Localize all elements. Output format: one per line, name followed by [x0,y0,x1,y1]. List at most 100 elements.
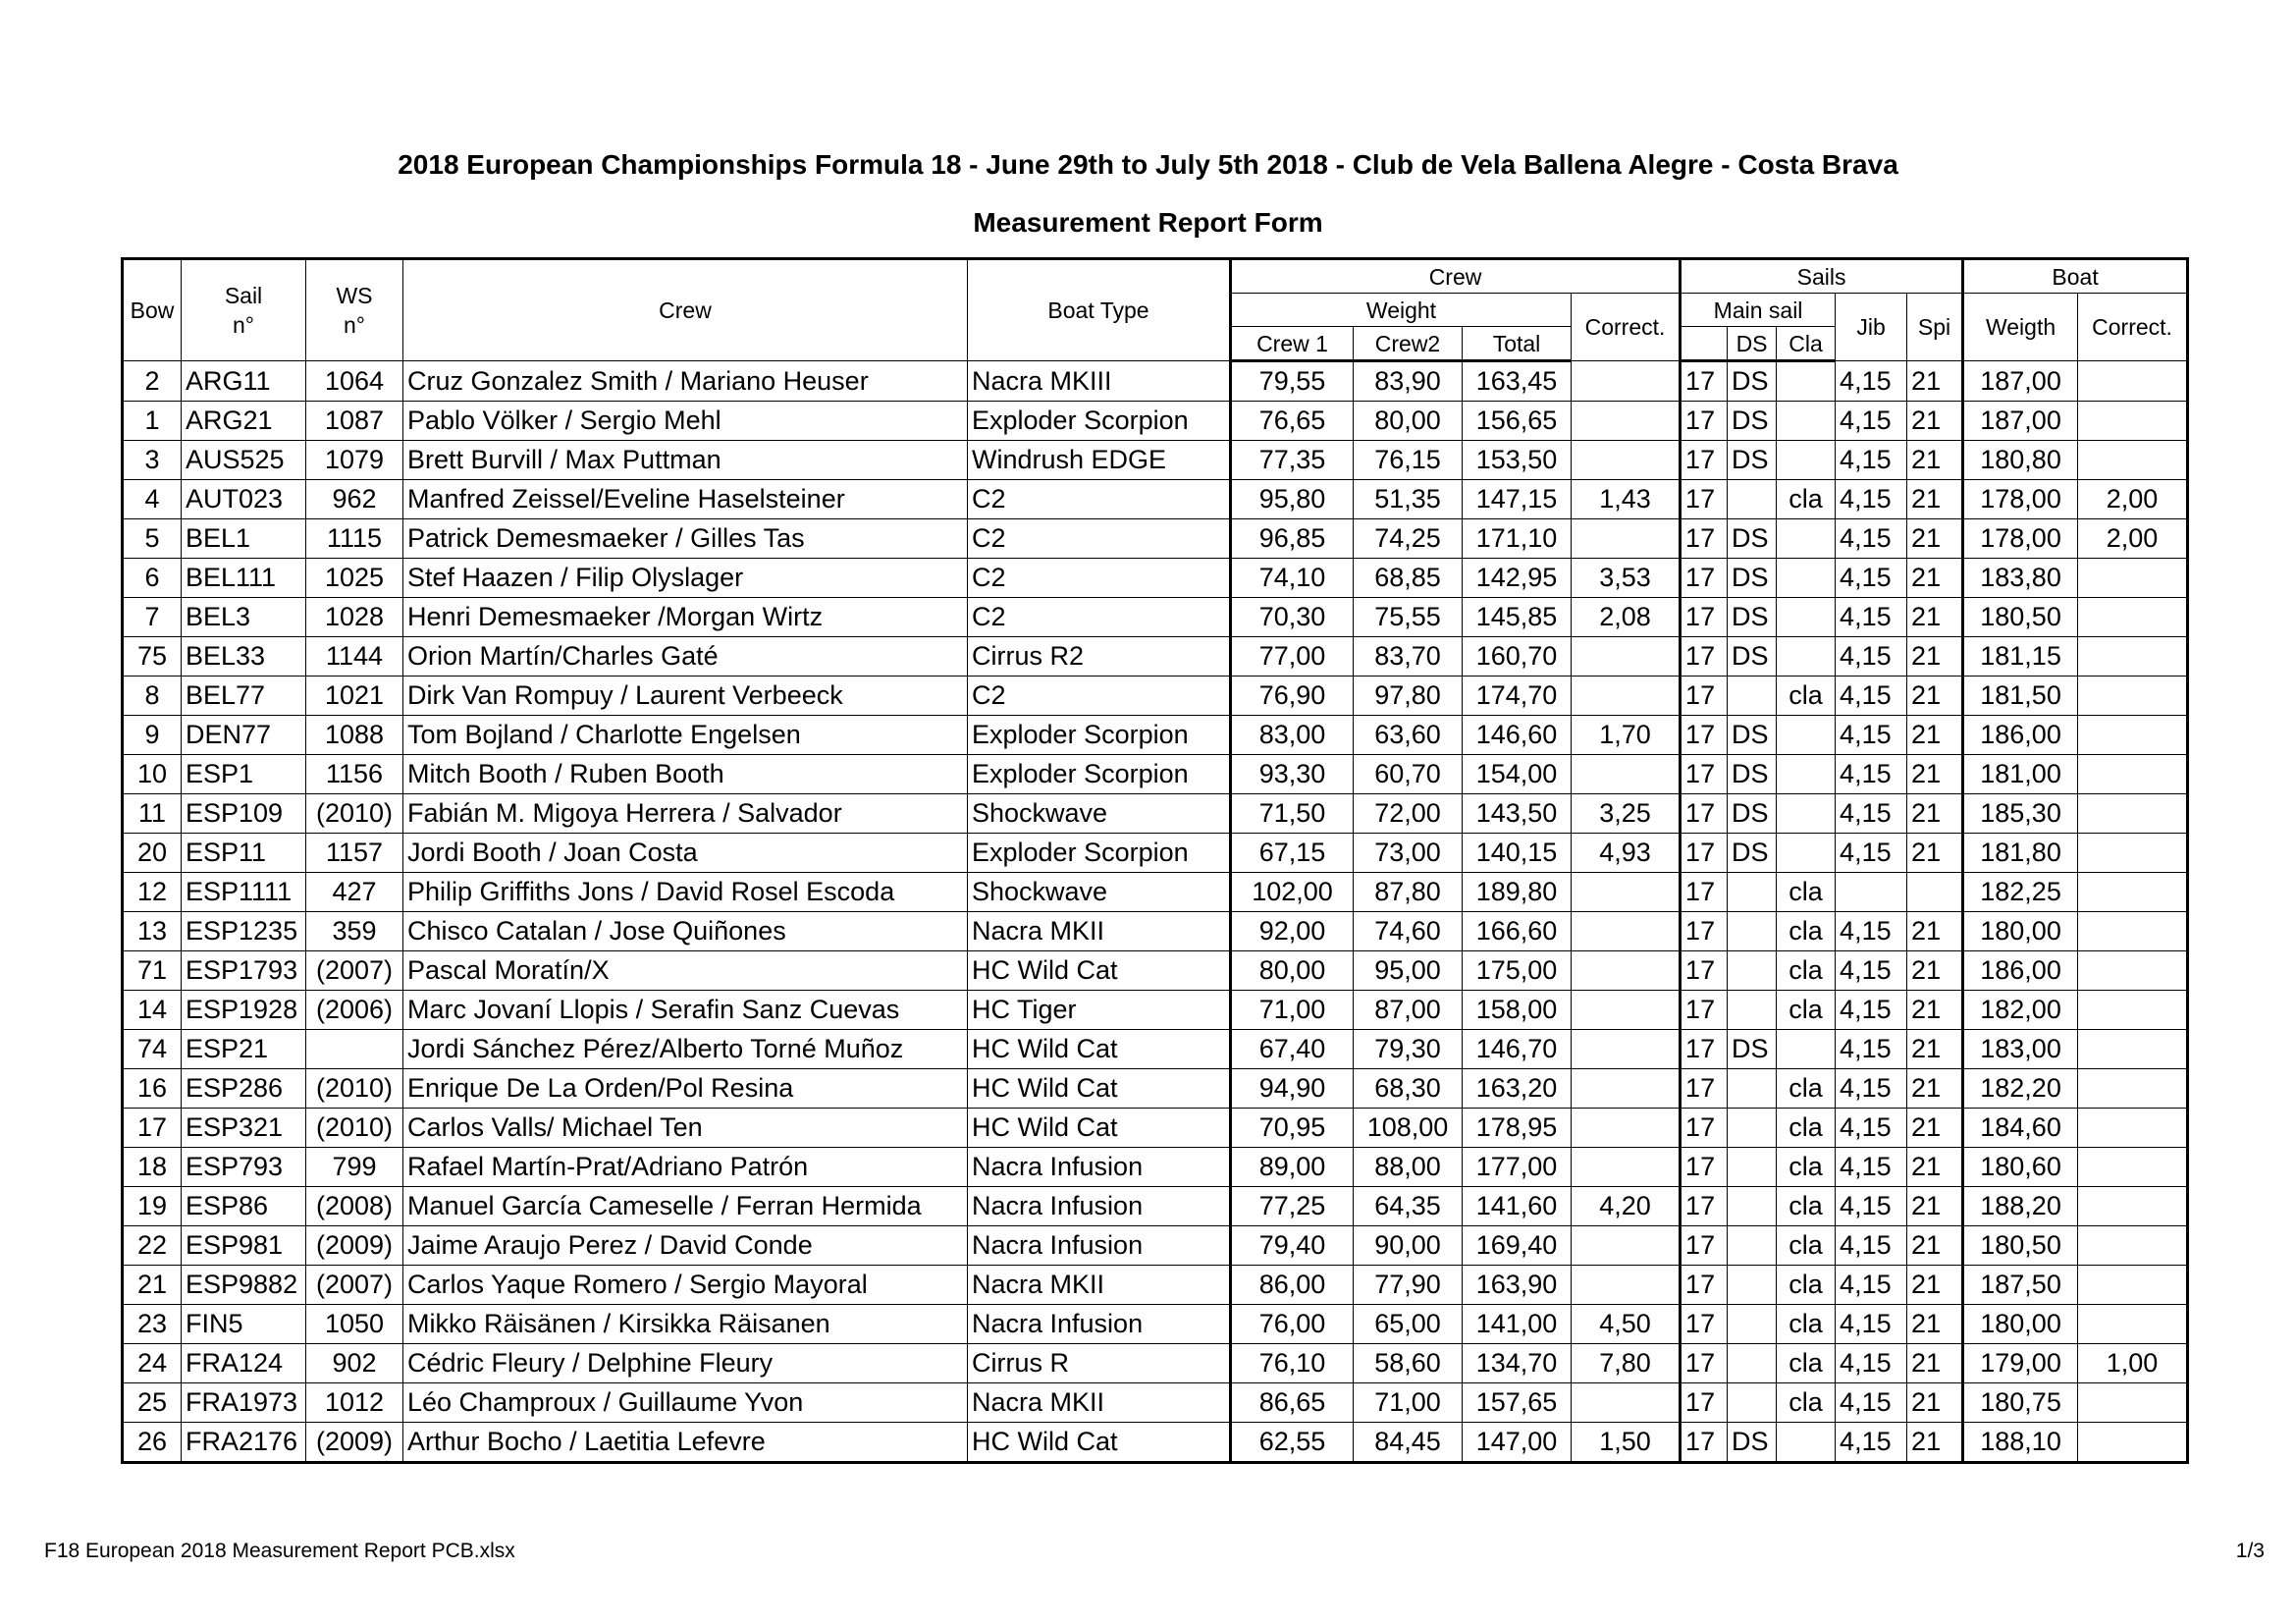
header-cell: Sail n° [181,258,306,361]
table-cell: 163,90 [1462,1265,1572,1305]
table-cell: 83,90 [1353,360,1463,402]
table-cell [1727,1108,1778,1148]
table-cell: 146,60 [1462,715,1572,755]
table-cell: 1021 [305,676,403,716]
table-cell: Fabián M. Migoya Herrera / Salvador [402,793,968,834]
table-row: 21 ESP9882 (2007) Carlos Yaque Romero / Ser… [122,1265,2189,1305]
table-cell: HC Wild Cat [967,1029,1231,1069]
table-cell: 183,00 [1961,1029,2079,1069]
table-cell: 17 [1679,1068,1729,1109]
table-cell [2077,1029,2189,1069]
table-cell: DS [1727,1029,1778,1069]
table-cell: 76,15 [1353,440,1463,480]
table-cell: 180,00 [1961,911,2079,951]
table-cell [1727,1225,1778,1266]
table-cell: ESP1 [181,754,306,794]
header-cell: Crew 1 [1229,326,1354,362]
table-row: 19 ESP86 (2008) Manuel García Cameselle / F… [122,1186,2189,1226]
table-cell: Patrick Demesmaeker / Gilles Tas [402,518,968,559]
table-cell: C2 [967,479,1231,519]
table-cell: 4,15 [1835,793,1908,834]
table-cell: 79,30 [1353,1029,1463,1069]
table-cell: 180,00 [1961,1304,2079,1344]
table-cell: 1050 [305,1304,403,1344]
table-cell: 17 [1679,754,1729,794]
table-cell: 87,00 [1353,990,1463,1030]
table-row: 17 ESP321 (2010) Carlos Valls/ Michael Ten H… [122,1108,2189,1148]
header-cell: Bow [122,258,182,361]
table-cell: Shockwave [967,872,1231,912]
table-cell: 4,20 [1570,1186,1682,1226]
title: 2018 European Championships Formula 18 -… [398,149,1898,180]
table-cell: Mikko Räisänen / Kirsikka Räisanen [402,1304,968,1344]
table-cell: 17 [1679,950,1729,991]
table-cell: 16 [122,1068,182,1109]
table-cell: cla [1776,1304,1837,1344]
table-cell [1570,1108,1682,1148]
table-cell: Cédric Fleury / Delphine Fleury [402,1343,968,1383]
table-cell: 180,50 [1961,597,2079,637]
table-cell [1570,911,1682,951]
table-row: 3 AUS525 1079 Brett Burvill / Max Puttman Wi… [122,440,2189,480]
table-row: 13 ESP1235 359 Chisco Catalan / Jose Quiñon… [122,911,2189,951]
table-cell: 4,15 [1835,479,1908,519]
table-cell: DS [1727,401,1778,441]
table-cell [2077,1068,2189,1109]
table-cell: cla [1776,1343,1837,1383]
table-cell: 74,10 [1229,558,1354,598]
table-cell: 83,00 [1229,715,1354,755]
table-cell: 21 [1906,1029,1964,1069]
table-cell [1776,833,1837,873]
table-cell: 427 [305,872,403,912]
header-cell: Crew [402,258,968,361]
table-header: Bow Sail n° WS n° Crew Boat Type Crew Sa… [122,258,2189,362]
table-cell: 1088 [305,715,403,755]
table-row: 26 FRA2176 (2009) Arthur Bocho / Laetitia L… [122,1422,2189,1463]
table-cell: 71,00 [1229,990,1354,1030]
table-cell: Exploder Scorpion [967,754,1231,794]
table-cell [1776,440,1837,480]
table-cell: 1144 [305,636,403,677]
table-cell [2077,1265,2189,1305]
table-cell: 17 [1679,793,1729,834]
table-cell: 20 [122,833,182,873]
table-cell [1570,401,1682,441]
table-cell: 12 [122,872,182,912]
table-cell: Léo Champroux / Guillaume Yvon [402,1382,968,1423]
table-cell: 21 [1906,1225,1964,1266]
table-cell: DS [1727,833,1778,873]
table-cell: Nacra Infusion [967,1304,1231,1344]
table-cell: 1028 [305,597,403,637]
table-cell: 93,30 [1229,754,1354,794]
table-cell: 145,85 [1462,597,1572,637]
table-cell: 18 [122,1147,182,1187]
table-cell: 63,60 [1353,715,1463,755]
table-cell [1727,990,1778,1030]
table-cell: 80,00 [1229,950,1354,991]
header-cell: Total [1462,326,1572,362]
table-cell [1776,715,1837,755]
table-cell: 186,00 [1961,715,2079,755]
table-cell: 166,60 [1462,911,1572,951]
table-cell: 17 [1679,833,1729,873]
table-cell: Manfred Zeissel/Eveline Haselsteiner [402,479,968,519]
table-cell [2077,1422,2189,1463]
table-cell: 21 [1906,558,1964,598]
table-cell: Henri Demesmaeker /Morgan Wirtz [402,597,968,637]
table-cell: 4,15 [1835,754,1908,794]
table-cell [1776,558,1837,598]
table-cell [1570,990,1682,1030]
table-cell: (2008) [305,1186,403,1226]
table-cell: 17 [1679,440,1729,480]
table-cell: 177,00 [1462,1147,1572,1187]
table-cell: 4,15 [1835,401,1908,441]
table-cell: 2,08 [1570,597,1682,637]
table-cell: 21 [1906,518,1964,559]
table-cell: 90,00 [1353,1225,1463,1266]
table-cell: 141,00 [1462,1304,1572,1344]
table-cell: BEL111 [181,558,306,598]
table-cell: BEL77 [181,676,306,716]
table-cell: 4,15 [1835,558,1908,598]
table-row: 75 BEL33 1144 Orion Martín/Charles Gaté Cirr… [122,636,2189,677]
